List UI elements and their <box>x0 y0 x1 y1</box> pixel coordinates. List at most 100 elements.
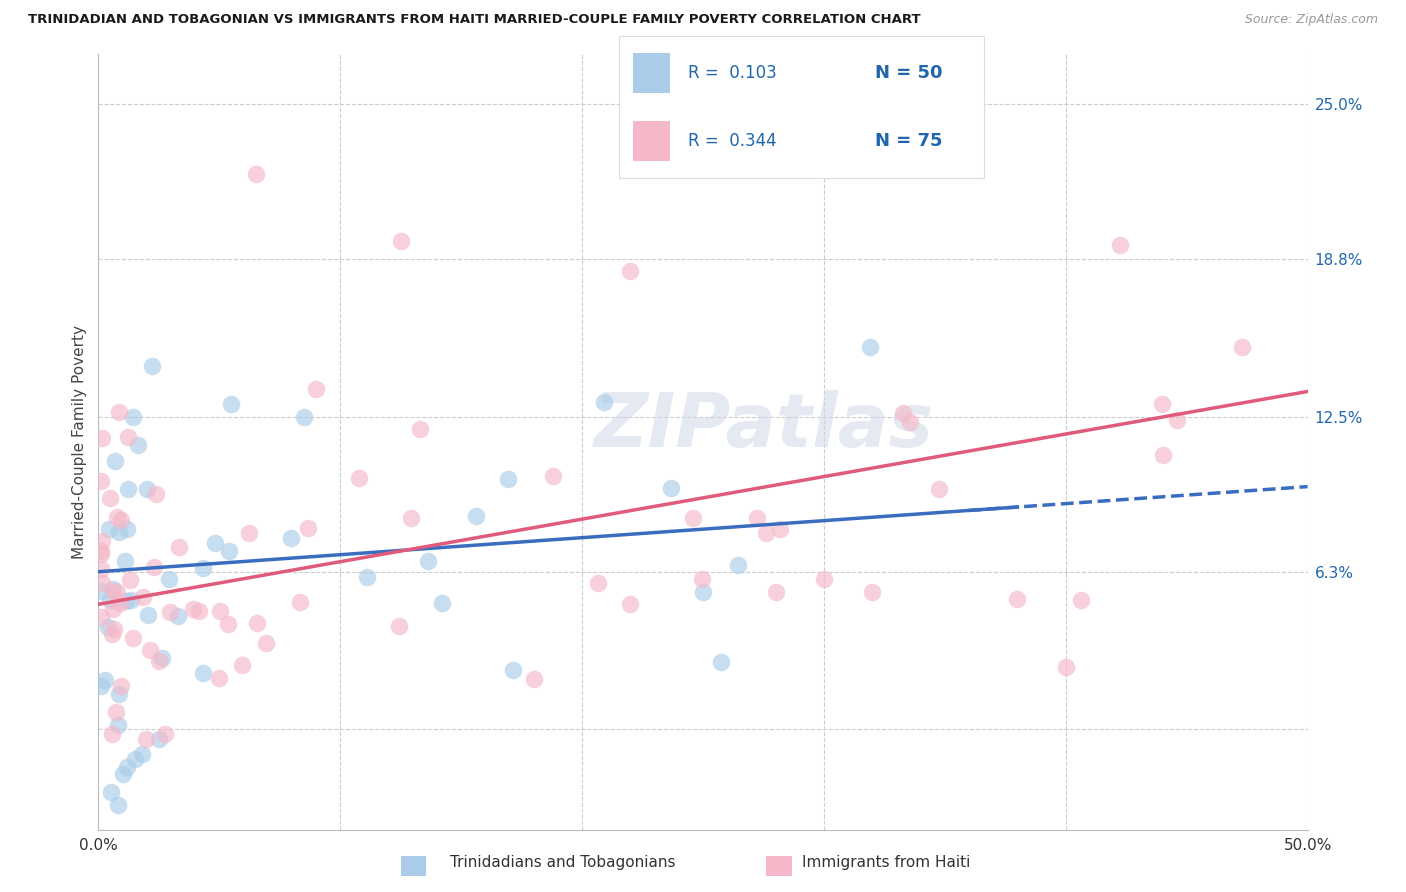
Text: ZIPatlas: ZIPatlas <box>593 390 934 463</box>
Point <box>90 534 112 549</box>
Point <box>122 409 145 424</box>
Point <box>898 415 921 429</box>
Point <box>169 540 191 554</box>
Point <box>356 570 378 584</box>
Point <box>117 760 139 774</box>
Point <box>103 622 125 636</box>
Point <box>101 583 124 598</box>
Point <box>586 575 609 590</box>
Point <box>136 608 159 623</box>
Point <box>297 521 319 535</box>
Point <box>108 405 131 419</box>
Point <box>108 525 131 540</box>
Point <box>135 483 157 497</box>
Point <box>107 718 129 732</box>
Point <box>661 481 683 495</box>
Point <box>432 596 454 610</box>
Point <box>245 167 267 181</box>
Point <box>157 573 180 587</box>
Point <box>90 679 112 693</box>
Point <box>98 491 121 505</box>
Point <box>97 620 120 634</box>
Point <box>399 510 422 524</box>
Point <box>1054 660 1077 674</box>
Point <box>292 409 315 424</box>
Point <box>592 395 614 409</box>
Bar <box>633 121 669 161</box>
Point <box>181 602 204 616</box>
Point <box>124 752 146 766</box>
Point <box>101 727 124 741</box>
Point <box>148 732 170 747</box>
Point <box>813 572 835 586</box>
Point <box>1166 412 1188 426</box>
Point <box>115 594 138 608</box>
Point <box>690 573 713 587</box>
Point <box>1152 397 1174 411</box>
Text: TRINIDADIAN AND TOBAGONIAN VS IMMIGRANTS FROM HAITI MARRIED-COUPLE FAMILY POVERT: TRINIDADIAN AND TOBAGONIAN VS IMMIGRANTS… <box>28 13 921 27</box>
Point <box>139 642 162 657</box>
Point <box>103 582 125 596</box>
Point <box>218 543 240 558</box>
Point <box>409 422 432 436</box>
Point <box>132 590 155 604</box>
Point <box>217 616 239 631</box>
Text: N = 75: N = 75 <box>875 132 942 150</box>
Point <box>347 470 370 484</box>
Point <box>90 575 112 590</box>
Point <box>755 525 778 540</box>
Text: R =  0.103: R = 0.103 <box>688 64 778 82</box>
Point <box>153 727 176 741</box>
Point <box>418 554 440 568</box>
Point <box>141 359 163 374</box>
Point <box>859 340 882 354</box>
Point <box>90 584 112 599</box>
Point <box>1109 237 1132 252</box>
Point <box>692 584 714 599</box>
Point <box>114 553 136 567</box>
Point <box>187 604 209 618</box>
Text: Trinidadians and Tobagonians: Trinidadians and Tobagonians <box>450 855 675 870</box>
Point <box>120 592 142 607</box>
Point <box>208 604 231 618</box>
Point <box>928 483 950 497</box>
Point <box>142 559 165 574</box>
Point <box>107 687 129 701</box>
Point <box>105 510 128 524</box>
Point <box>131 747 153 762</box>
Point <box>101 602 124 616</box>
Point <box>496 472 519 486</box>
Point <box>91 431 114 445</box>
Point <box>191 560 214 574</box>
Point <box>159 605 181 619</box>
Point <box>90 543 112 558</box>
Point <box>290 595 312 609</box>
Point <box>117 482 139 496</box>
Point <box>710 655 733 669</box>
Point <box>280 531 302 545</box>
Point <box>523 673 546 687</box>
Point <box>860 584 883 599</box>
Point <box>104 454 127 468</box>
Point <box>727 558 749 572</box>
Point <box>769 522 792 536</box>
Point <box>619 597 641 611</box>
Point <box>115 523 138 537</box>
Point <box>110 513 132 527</box>
Point <box>1070 593 1092 607</box>
Point <box>90 562 112 576</box>
Point <box>101 627 124 641</box>
Point <box>191 666 214 681</box>
Point <box>127 438 149 452</box>
Text: N = 50: N = 50 <box>875 64 942 82</box>
Point <box>231 658 253 673</box>
Point <box>204 535 226 549</box>
Point <box>541 469 564 483</box>
Text: Source: ZipAtlas.com: Source: ZipAtlas.com <box>1244 13 1378 27</box>
Point <box>118 573 141 587</box>
Point <box>108 596 131 610</box>
Point <box>682 511 704 525</box>
Point <box>107 797 129 812</box>
Point <box>117 430 139 444</box>
Point <box>238 525 260 540</box>
